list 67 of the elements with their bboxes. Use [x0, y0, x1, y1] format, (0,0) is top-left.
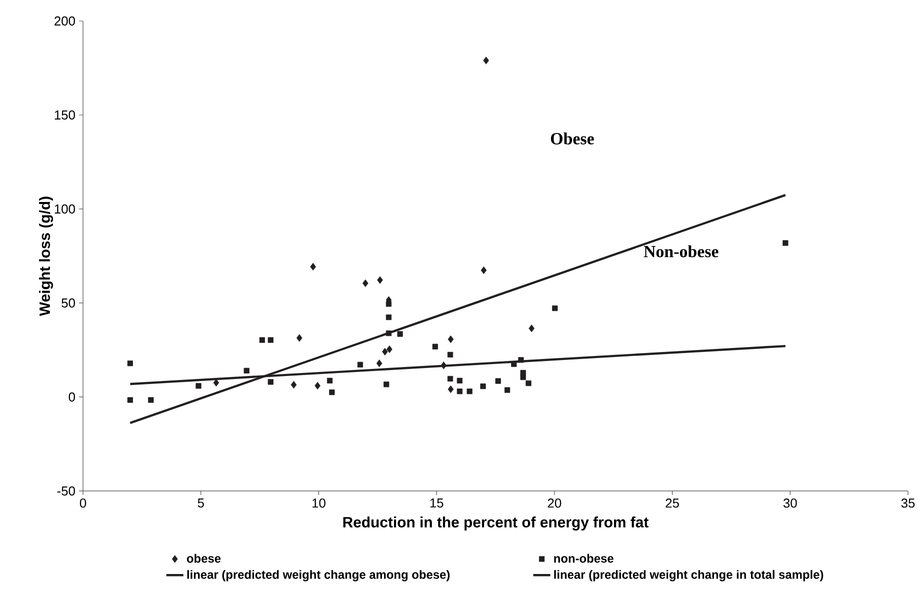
point: [552, 305, 558, 312]
point: [386, 301, 392, 307]
point: [782, 240, 788, 246]
y-tick-label: 50: [62, 298, 75, 308]
point: [386, 330, 392, 336]
x-tick-label: 20: [548, 498, 562, 508]
point: [127, 360, 133, 366]
point: [357, 362, 364, 368]
x-tick-label: 5: [198, 498, 204, 508]
point: [259, 337, 265, 343]
y-tick-label: 0: [68, 392, 75, 402]
point: [466, 388, 472, 394]
point: [384, 382, 390, 388]
x-tick-label: 0: [80, 498, 86, 508]
y-tick-label: 150: [54, 110, 75, 120]
legend-label: linear (predicted weight change among obese): [187, 570, 450, 582]
y-tick-label: -50: [57, 486, 75, 496]
point: [528, 324, 534, 332]
x-tick-label: 10: [312, 498, 326, 508]
point: [386, 314, 392, 320]
point: [526, 380, 532, 386]
point: [386, 345, 392, 354]
point: [244, 368, 250, 374]
point: [329, 389, 335, 396]
x-tick-label: 35: [901, 498, 915, 508]
point: [148, 397, 154, 403]
legend-label: linear (predicted weight change in total sample): [554, 570, 824, 582]
point: [382, 348, 388, 356]
point: [518, 357, 524, 363]
point: [196, 383, 202, 389]
point: [440, 362, 447, 370]
point: [456, 388, 462, 394]
point: [495, 378, 501, 384]
x-tick-label: 15: [430, 498, 444, 508]
point: [480, 383, 486, 390]
point: [376, 360, 382, 368]
point: [504, 387, 510, 393]
point: [327, 378, 333, 384]
point: [432, 344, 438, 350]
annotation: Non-obese: [644, 245, 718, 258]
point: [362, 279, 368, 288]
point: [520, 374, 526, 380]
legend-label: non-obese: [554, 554, 614, 563]
point: [314, 382, 320, 390]
point: [447, 376, 454, 382]
x-axis-title: Reduction in the percent of energy from fat: [343, 516, 649, 531]
point: [127, 397, 133, 403]
point: [456, 378, 462, 384]
point: [290, 380, 297, 389]
point: [296, 334, 302, 342]
x-tick-label: 25: [666, 498, 679, 508]
point: [377, 276, 383, 284]
point: [447, 352, 454, 358]
legend-label: obese: [186, 554, 221, 563]
point: [397, 331, 403, 337]
point: [483, 56, 489, 64]
y-axis-title: Weight loss (g/d): [39, 196, 54, 316]
point: [310, 262, 316, 270]
point: [268, 337, 274, 343]
point: [448, 335, 454, 344]
y-tick-label: 200: [54, 16, 75, 26]
x-tick-label: 30: [783, 498, 797, 508]
point: [448, 385, 454, 394]
annotation: Obese: [550, 132, 594, 144]
point: [480, 266, 487, 274]
point: [268, 379, 274, 385]
y-tick-label: 100: [54, 204, 75, 214]
